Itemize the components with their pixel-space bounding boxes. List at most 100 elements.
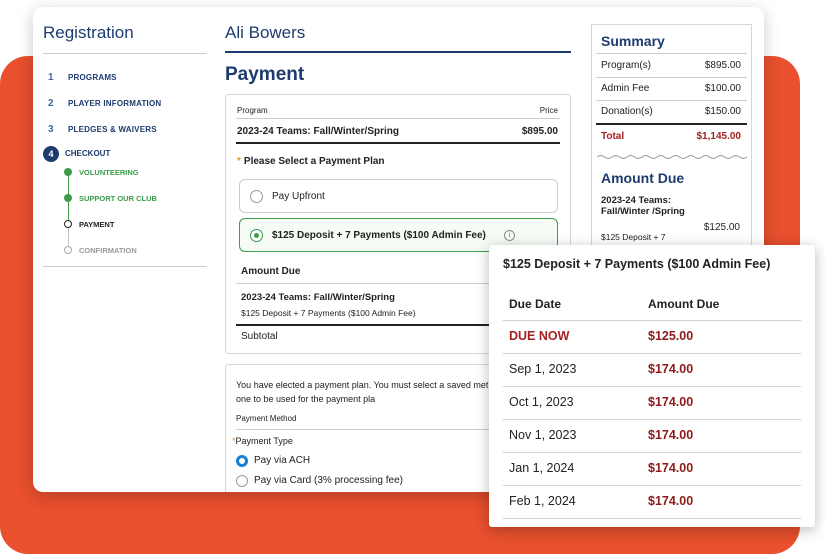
schedule-divider: [503, 518, 801, 519]
schedule-date: Sep 1, 2023: [509, 362, 577, 376]
sidebar-divider: [43, 53, 207, 54]
subtotal-label: Subtotal: [241, 331, 278, 342]
substep-label: CONFIRMATION: [79, 246, 137, 255]
current-dot-icon: [64, 220, 72, 228]
plan-option-label: Pay Upfront: [272, 191, 325, 202]
price-column-header: Price: [539, 106, 558, 115]
schedule-divider: [503, 419, 801, 420]
radio-button[interactable]: [250, 190, 263, 203]
radio-button[interactable]: [250, 229, 263, 242]
user-name-underline: [225, 51, 571, 53]
schedule-divider: [503, 452, 801, 453]
summary-row-donations: Donation(s) $150.00: [601, 106, 741, 117]
schedule-amount: $174.00: [648, 494, 694, 508]
schedule-divider: [503, 353, 801, 354]
summary-title: Summary: [601, 33, 665, 49]
step-number: 3: [48, 124, 54, 135]
substep-label: SUPPORT OUR CLUB: [79, 194, 157, 203]
required-mark: *: [232, 436, 236, 446]
amount-due-value: $125.00: [703, 222, 740, 233]
summary-divider: [596, 53, 747, 54]
step-number-badge: 4: [43, 146, 59, 162]
payment-plan-note: You have elected a payment plan. You mus…: [236, 380, 562, 404]
schedule-amount: $174.00: [648, 461, 694, 475]
summary-total-label: Total: [601, 131, 625, 142]
payment-method-label: Payment Method: [236, 414, 297, 423]
summary-row-value: $100.00: [704, 83, 741, 94]
amount-due-program: 2023-24 Teams: Fall/Winter /Spring: [601, 195, 685, 217]
summary-total-divider: [596, 123, 747, 125]
sidebar-title: Registration: [43, 23, 134, 42]
pending-dot-icon: [64, 246, 72, 254]
schedule-date: DUE NOW: [509, 329, 570, 343]
schedule-date: Jan 1, 2024: [509, 461, 575, 475]
step-player-information[interactable]: 2 PLAYER INFORMATION: [43, 98, 161, 109]
payment-type-label-text: Payment Type: [235, 436, 293, 446]
amount-due-title: Amount Due: [601, 170, 685, 186]
wavy-divider: [597, 155, 747, 159]
schedule-date: Nov 1, 2023: [509, 428, 577, 442]
substep-label: VOLUNTEERING: [79, 168, 139, 177]
payment-schedule-popover: $125 Deposit + 7 Payments ($100 Admin Fe…: [489, 245, 815, 527]
payment-method-divider: [236, 429, 566, 430]
step-label: CHECKOUT: [65, 149, 111, 158]
step-label: PLEDGES & WAIVERS: [68, 125, 157, 134]
step-number: 1: [48, 72, 54, 83]
program-name: 2023-24 Teams: Fall/Winter/Spring: [237, 126, 399, 137]
summary-row-value: $150.00: [704, 106, 741, 117]
schedule-date: Feb 1, 2024: [509, 494, 576, 508]
step-programs[interactable]: 1 PROGRAMS: [43, 72, 117, 83]
popover-title: $125 Deposit + 7 Payments ($100 Admin Fe…: [503, 257, 771, 271]
summary-row-label: Donation(s): [601, 106, 653, 117]
payment-type-label: Pay via ACH: [254, 455, 311, 466]
completed-dot-icon: [64, 194, 72, 202]
summary-row-label: Program(s): [601, 60, 652, 71]
amount-due-divider: [236, 283, 560, 284]
payment-plan-label-text: Please Select a Payment Plan: [243, 156, 385, 167]
summary-row-value: $895.00: [704, 60, 741, 71]
radio-button[interactable]: [236, 455, 248, 467]
schedule-amount: $174.00: [648, 362, 694, 376]
substep-label: PAYMENT: [79, 220, 115, 229]
step-label: PLAYER INFORMATION: [68, 99, 162, 108]
summary-row-programs: Program(s) $895.00: [601, 60, 741, 71]
amount-due-label: Amount Due: [241, 266, 301, 277]
summary-row-label: Admin Fee: [601, 83, 650, 94]
user-name: Ali Bowers: [225, 23, 306, 42]
required-mark: *: [237, 156, 241, 167]
program-row-divider: [236, 142, 560, 144]
schedule-amount: $125.00: [648, 329, 694, 343]
schedule-divider: [503, 386, 801, 387]
step-pledges-waivers[interactable]: 3 PLEDGES & WAIVERS: [43, 124, 157, 135]
schedule-date: Oct 1, 2023: [509, 395, 574, 409]
step-number: 2: [48, 98, 54, 109]
summary-row-admin-fee: Admin Fee $100.00: [601, 83, 741, 94]
due-date-column-header: Due Date: [509, 297, 562, 311]
plan-option-label: $125 Deposit + 7 Payments ($100 Admin Fe…: [272, 230, 486, 241]
payment-plan-label: * Please Select a Payment Plan: [237, 156, 385, 167]
program-column-header: Program: [237, 106, 268, 115]
amount-due-column-header: Amount Due: [648, 297, 720, 311]
payment-type-label: Pay via Card (3% processing fee): [254, 475, 403, 486]
page-title: Payment: [225, 64, 305, 85]
schedule-divider: [503, 485, 801, 486]
summary-divider: [596, 77, 747, 78]
program-price: $895.00: [521, 126, 558, 137]
schedule-divider: [503, 320, 801, 321]
amount-due-plan: $125 Deposit + 7: [601, 232, 666, 242]
summary-total: Total $1,145.00: [601, 131, 741, 142]
plan-option-pay-upfront[interactable]: Pay Upfront: [239, 179, 558, 213]
program-payment-plan-panel: Program Price 2023-24 Teams: Fall/Winter…: [225, 94, 571, 354]
completed-dot-icon: [64, 168, 72, 176]
amount-due-plan: $125 Deposit + 7 Payments ($100 Admin Fe…: [241, 308, 416, 318]
summary-divider: [596, 100, 747, 101]
schedule-amount: $174.00: [648, 395, 694, 409]
step-label: PROGRAMS: [68, 73, 117, 82]
info-icon[interactable]: i: [504, 230, 515, 241]
radio-button[interactable]: [236, 475, 248, 487]
payment-method-panel: You have elected a payment plan. You mus…: [225, 364, 571, 492]
schedule-amount: $174.00: [648, 428, 694, 442]
payment-type-label: *Payment Type: [232, 436, 293, 446]
amount-due-program: 2023-24 Teams: Fall/Winter/Spring: [241, 292, 395, 303]
header-divider: [236, 118, 560, 119]
